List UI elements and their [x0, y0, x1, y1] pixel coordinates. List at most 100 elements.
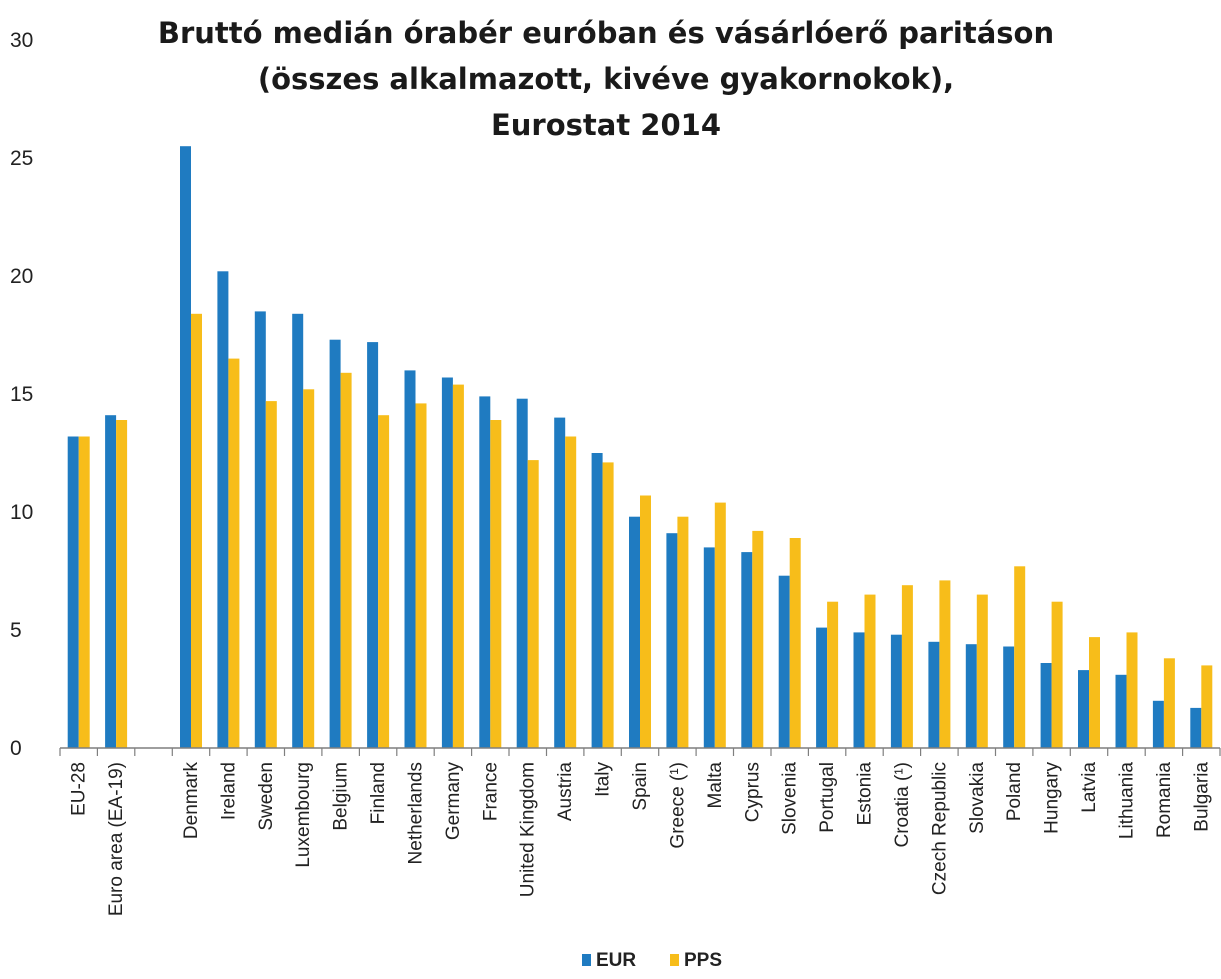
x-tick-label: Sweden [256, 762, 277, 831]
bar-pps [976, 594, 988, 748]
bar-pps [228, 358, 240, 748]
bar-eur [703, 547, 715, 748]
bar-pps [378, 415, 390, 748]
x-tick-label: Slovenia [780, 762, 801, 835]
bar-eur [778, 575, 790, 748]
bar-eur [254, 311, 266, 748]
bar-eur [591, 453, 603, 748]
bar-eur [853, 632, 865, 748]
x-tick-label: Slovakia [967, 762, 988, 834]
bar-eur [554, 417, 566, 748]
bar-pps [1089, 637, 1100, 748]
x-tick-label: Netherlands [406, 762, 427, 864]
y-tick-label: 10 [10, 501, 33, 524]
bar-pps [116, 420, 128, 748]
bar-eur [479, 396, 491, 748]
x-tick-label: United Kingdom [518, 762, 539, 897]
bar-eur [441, 377, 453, 748]
bar-eur [404, 370, 416, 748]
bar-eur [292, 313, 304, 748]
legend-swatch-pps [670, 954, 679, 966]
bar-eur [516, 398, 528, 748]
y-tick-label: 15 [10, 383, 33, 406]
chart-title-line-1: Bruttó medián órabér euróban és vásárlóe… [158, 16, 1054, 50]
x-tick-label: Ireland [218, 762, 239, 820]
bar-eur [928, 641, 940, 748]
x-tick-label: Malta [705, 762, 726, 809]
bar-pps [452, 384, 464, 748]
x-tick-label: Czech Republic [929, 762, 950, 895]
chart-title-line-3: Eurostat 2014 [491, 108, 721, 142]
x-tick-label: Poland [1004, 762, 1025, 821]
x-tick-label: Croatia (¹) [892, 762, 913, 848]
chart-title-line-2: (összes alkalmazott, kivéve gyakornokok)… [258, 62, 954, 96]
x-tick-label: Bulgaria [1191, 762, 1212, 832]
bar-pps [415, 403, 427, 748]
x-tick-label: EU-28 [69, 762, 90, 816]
y-tick-label: 5 [10, 619, 22, 642]
bar-pps [1051, 601, 1063, 748]
bar-pps [490, 420, 502, 748]
bar-eur [367, 342, 379, 748]
bar-pps [303, 389, 315, 748]
bar-eur [1190, 707, 1202, 748]
y-tick-label: 0 [10, 737, 22, 760]
bars [67, 146, 1213, 748]
bar-pps [602, 462, 614, 748]
bar-pps [1014, 566, 1026, 748]
y-tick-label: 25 [10, 147, 33, 170]
x-tick-label: Lithuania [1117, 762, 1138, 840]
bar-pps [1163, 658, 1175, 748]
bar-eur [741, 552, 753, 748]
bar-eur [666, 533, 678, 748]
bar-pps [78, 436, 90, 748]
chart-title: Bruttó medián órabér euróban és vásárlóe… [158, 16, 1054, 142]
bar-pps [1201, 665, 1213, 748]
x-tick-label: Denmark [181, 762, 202, 840]
legend-label-eur: EUR [596, 950, 636, 971]
bar-pps [714, 502, 726, 748]
x-tick-label: Latvia [1079, 762, 1100, 813]
legend-swatch-eur [582, 954, 591, 966]
bar-pps [640, 495, 651, 748]
x-tick-label: Luxembourg [293, 762, 314, 868]
bar-eur [1078, 670, 1089, 748]
x-tick-label: Greece (¹) [667, 762, 688, 849]
bar-pps [752, 530, 764, 748]
x-tick-label: Portugal [817, 762, 838, 833]
x-tick-label: Italy [593, 762, 614, 797]
bar-pps [677, 516, 689, 748]
bar-eur [180, 146, 191, 748]
x-tick-label: Finland [368, 762, 389, 824]
x-tick-label: France [480, 762, 501, 821]
bar-pps [565, 436, 577, 748]
x-tick-label: Estonia [855, 762, 876, 826]
x-axis-labels: EU-28 Euro area (EA-19) Denmark Ireland Swed… [69, 762, 1213, 917]
bar-eur [217, 271, 229, 748]
x-tick-label: Austria [555, 762, 576, 822]
legend: EUR PPS [582, 950, 722, 971]
x-tick-label: Belgium [331, 762, 352, 831]
bar-eur [1152, 700, 1164, 748]
bar-pps [827, 601, 839, 748]
bar-eur [1115, 674, 1127, 748]
bar-pps [191, 313, 202, 748]
bar-pps [901, 585, 913, 748]
y-tick-label: 30 [10, 29, 33, 52]
bar-eur [1003, 646, 1015, 748]
x-tick-label: Euro area (EA-19) [106, 762, 127, 916]
bar-eur [67, 436, 79, 748]
bar-pps [789, 538, 801, 748]
y-tick-label: 20 [10, 265, 33, 288]
x-tick-label: Hungary [1042, 762, 1063, 834]
bar-eur [965, 644, 977, 748]
bar-eur [1040, 663, 1052, 748]
bar-eur [329, 339, 341, 748]
bar-eur [629, 516, 640, 748]
x-tick-label: Cyprus [742, 762, 763, 822]
y-axis-ticks: 0 5 10 15 20 25 30 [10, 29, 33, 760]
bar-pps [864, 594, 876, 748]
x-tick-label: Romania [1154, 762, 1175, 838]
bar-pps [939, 580, 951, 748]
